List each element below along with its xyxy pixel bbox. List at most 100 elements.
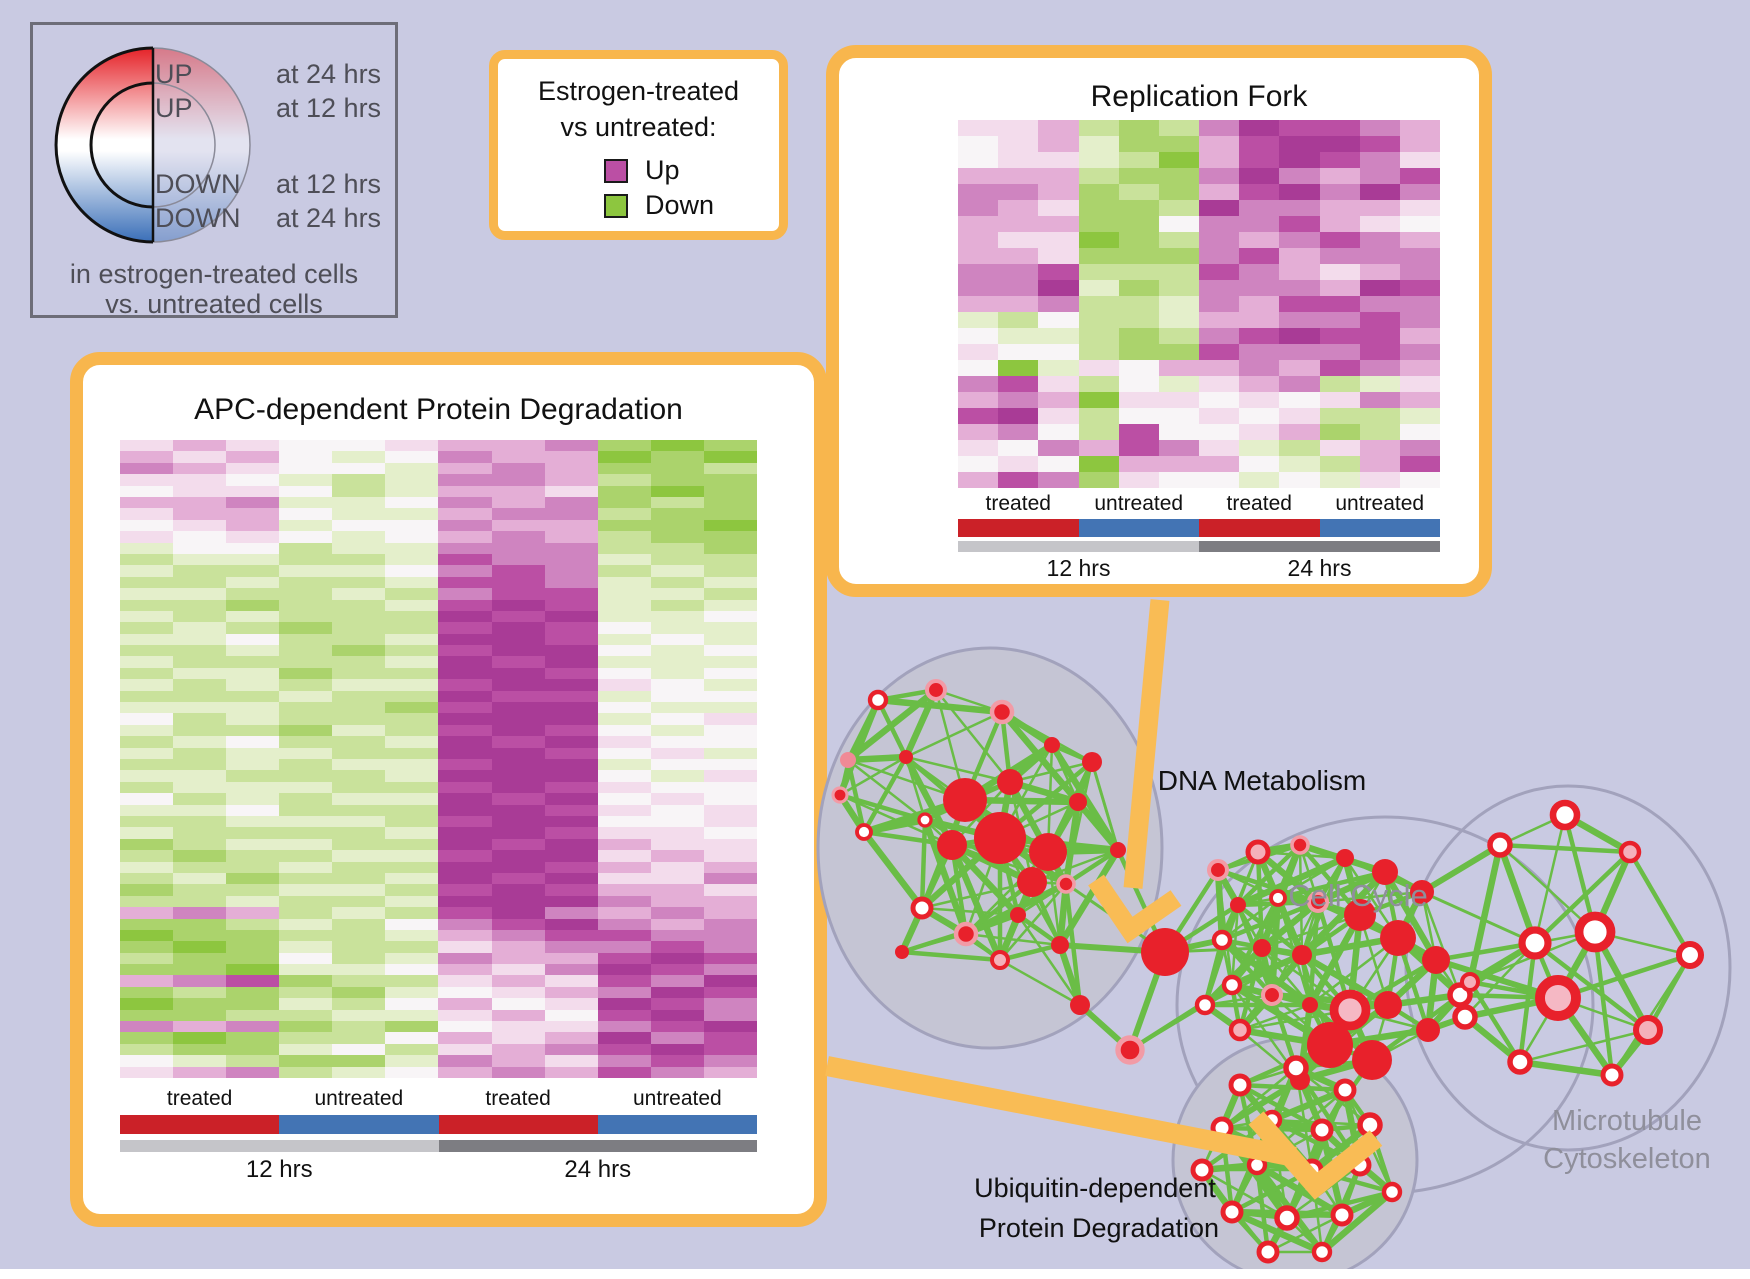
- heatmap-cell: [332, 508, 386, 520]
- heatmap-cell: [1319, 120, 1360, 136]
- heatmap-cell: [544, 736, 598, 748]
- network-node-halo: [831, 786, 849, 804]
- arrow-shaft-2: [825, 1056, 1297, 1167]
- heatmap-cell: [173, 815, 227, 828]
- heatmap-cell: [279, 964, 333, 976]
- heatmap-cell: [332, 929, 386, 942]
- heatmap-cell: [650, 1066, 704, 1078]
- heatmap-cell: [438, 485, 492, 497]
- heatmap-cell: [650, 462, 704, 475]
- heatmap-cell: [1239, 232, 1280, 248]
- heatmap-cell: [597, 679, 651, 691]
- heatmap-cell: [438, 815, 492, 828]
- heatmap-cell: [597, 1009, 651, 1022]
- heatmap-cell: [597, 998, 651, 1010]
- heatmap-cell: [1038, 136, 1079, 152]
- heatmap-cell: [226, 884, 280, 896]
- heatmap-cell: [332, 645, 386, 657]
- heatmap-cell: [279, 451, 333, 463]
- heatmap-cell: [279, 747, 333, 759]
- network-node-solid: [997, 769, 1023, 795]
- heatmap-cell: [998, 168, 1039, 184]
- heatmap-cell: [173, 576, 227, 589]
- heatmap-cell: [438, 1066, 492, 1078]
- heatmap-cell: [279, 485, 333, 497]
- heatmap-cell: [120, 576, 174, 589]
- heatmap-cell: [491, 1032, 545, 1044]
- network-node-ringpink: [1460, 972, 1480, 992]
- heatmap-cell: [438, 793, 492, 805]
- heatmap-cell: [279, 610, 333, 623]
- heatmap-cell: [385, 645, 439, 657]
- heatmap-cell: [332, 838, 386, 851]
- heatmap-cell: [1078, 296, 1119, 312]
- heatmap-cell: [332, 986, 386, 999]
- network-label-protein-degradation: Protein Degradation: [979, 1213, 1219, 1243]
- heatmap-cell: [650, 451, 704, 463]
- heatmap-cell: [120, 1021, 174, 1033]
- network-node-ring: [867, 689, 889, 711]
- heatmap-cell: [438, 895, 492, 908]
- heatmap-cell: [279, 565, 333, 577]
- heatmap-cell: [597, 1066, 651, 1078]
- heatmap-cell: [226, 872, 280, 885]
- heatmap-cell: [1319, 216, 1360, 232]
- heatmap-cell: [1359, 280, 1400, 296]
- heatmap-cell: [173, 872, 227, 885]
- heatmap-cell: [332, 576, 386, 589]
- heatmap-cell: [703, 656, 757, 668]
- heatmap-cell: [120, 770, 174, 782]
- heatmap-cell: [544, 1043, 598, 1056]
- heatmap-cell: [279, 440, 333, 452]
- heatmap-cell: [1239, 216, 1280, 232]
- heatmap-cell: [491, 645, 545, 657]
- heatmap-cell: [1319, 264, 1360, 280]
- legend-down-12-time: at 12 hrs: [276, 169, 382, 199]
- heatmap-cell: [958, 328, 999, 344]
- network-node-solid: [1422, 946, 1450, 974]
- heatmap-cell: [1199, 152, 1240, 168]
- heatmap-cell: [597, 793, 651, 805]
- heatmap-cell: [491, 815, 545, 828]
- heatmap-cell: [491, 941, 545, 953]
- heatmap-cell: [1239, 312, 1280, 328]
- network-node-ring: [1269, 889, 1287, 907]
- heatmap-cell: [491, 929, 545, 942]
- heatmap-cell: [703, 576, 757, 589]
- heatmap-cell: [1118, 376, 1159, 392]
- heatmap-cell: [385, 815, 439, 828]
- down-color-swatch: [604, 193, 628, 218]
- heatmap-cell: [1199, 248, 1240, 264]
- heatmap-cell: [226, 895, 280, 908]
- heatmap-cell: [998, 408, 1039, 424]
- heatmap-cell: [120, 781, 174, 794]
- heatmap-cell: [1078, 200, 1119, 216]
- heatmap-cell: [597, 553, 651, 566]
- heatmap-cell: [332, 667, 386, 680]
- heatmap-cell: [597, 872, 651, 885]
- heatmap-cell: [332, 1066, 386, 1078]
- heatmap-cell: [120, 531, 174, 543]
- heatmap-cell: [491, 827, 545, 839]
- heatmap-cell: [544, 690, 598, 703]
- heatmap-cell: [385, 690, 439, 703]
- heatmap-cell: [226, 975, 280, 987]
- heatmap-cell: [1239, 136, 1280, 152]
- network-node-ring: [1228, 1073, 1252, 1097]
- network-node-ringpink: [1245, 839, 1271, 865]
- replication-fork-time-labels: 12 hrs 24 hrs: [958, 555, 1440, 582]
- heatmap-cell: [650, 907, 704, 919]
- heatmap-cell: [544, 702, 598, 714]
- heatmap-cell: [438, 941, 492, 953]
- heatmap-cell: [279, 1043, 333, 1056]
- heatmap-cell: [491, 895, 545, 908]
- heatmap-cell: [491, 850, 545, 862]
- heatmap-cell: [226, 1043, 280, 1056]
- heatmap-cell: [544, 907, 598, 919]
- heatmap-cell: [1118, 344, 1159, 360]
- network-edge: [1031, 848, 1119, 884]
- heatmap-cell: [385, 440, 439, 452]
- heatmap-cell: [597, 474, 651, 486]
- heatmap-cell: [385, 918, 439, 930]
